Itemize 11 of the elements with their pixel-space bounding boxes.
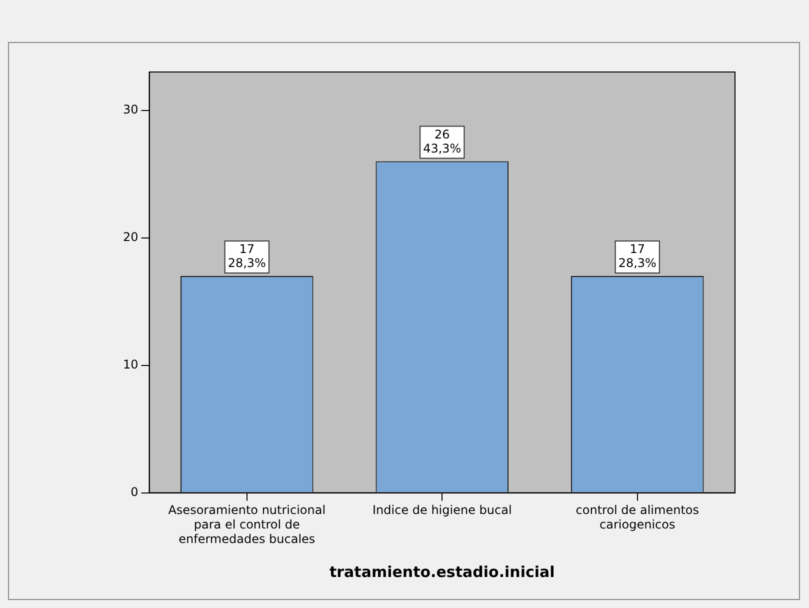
- data-label: 17 28,3%: [228, 242, 266, 270]
- x-tick-label: control de alimentos cariogenicos: [576, 503, 699, 532]
- x-tick-label: Indice de higiene bucal: [372, 503, 512, 518]
- x-tick-label: Asesoramiento nutricional para el control de enfermedades bucales: [168, 503, 326, 546]
- data-label: 26 43,3%: [423, 127, 462, 156]
- data-label: 17 28,3%: [618, 242, 656, 270]
- y-tick-label: 20: [122, 230, 138, 244]
- y-tick-label: 0: [130, 484, 138, 499]
- y-tick-label: 30: [122, 102, 138, 116]
- y-tick-label: 10: [122, 357, 138, 372]
- x-axis-title: tratamiento.estadio.inicial: [329, 562, 555, 581]
